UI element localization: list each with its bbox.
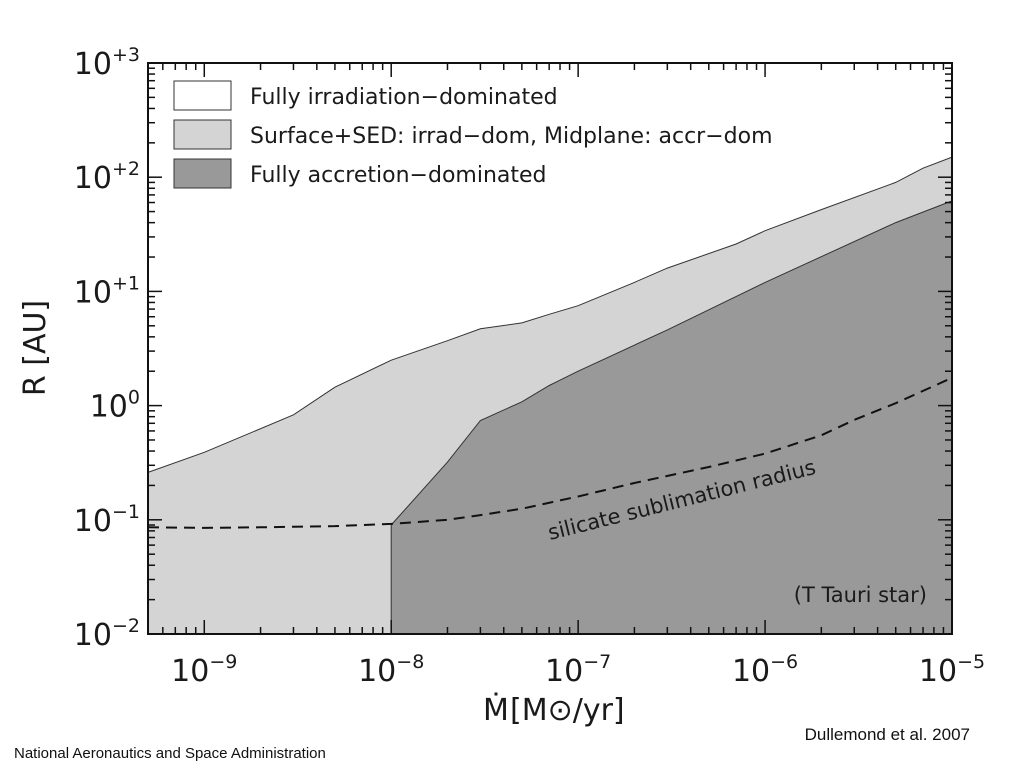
legend-item-fully-accretion-label: Fully accretion−dominated bbox=[250, 163, 547, 188]
x-tick-label: 10−9 bbox=[171, 651, 237, 689]
x-tick-label: 10−5 bbox=[919, 651, 985, 689]
legend-item-fully-irradiation-label: Fully irradiation−dominated bbox=[250, 85, 558, 110]
y-tick-label: 10−1 bbox=[74, 501, 140, 539]
x-axis-title-unit: [M⊙/yr] bbox=[510, 693, 625, 728]
y-tick-label: 10+1 bbox=[74, 272, 140, 310]
x-axis-title-symbol: Ṁ bbox=[483, 692, 509, 728]
y-axis-title: R [AU] bbox=[18, 300, 53, 396]
y-tick-label: 10+3 bbox=[74, 44, 140, 82]
legend-item-surface-sed-swatch bbox=[173, 119, 232, 150]
legend-item-fully-irradiation-swatch bbox=[173, 80, 232, 111]
annotation-t-tauri: (T Tauri star) bbox=[794, 583, 927, 607]
agency-footer: National Aeronautics and Space Administr… bbox=[14, 745, 326, 762]
legend: Fully irradiation−dominated Surface+SED: … bbox=[173, 80, 773, 189]
legend-item-surface-sed-label: Surface+SED: irrad−dom, Midplane: accr−d… bbox=[250, 124, 773, 149]
silicate-sublimation-line bbox=[147, 376, 953, 529]
x-tick-label: 10−8 bbox=[358, 651, 424, 689]
y-tick-label: 10−2 bbox=[74, 615, 140, 653]
legend-item-fully-accretion-swatch bbox=[173, 158, 232, 189]
y-tick-label: 100 bbox=[90, 387, 140, 425]
x-tick-label: 10−7 bbox=[545, 651, 611, 689]
axis-ticks bbox=[147, 62, 953, 635]
chart-areas bbox=[147, 156, 953, 635]
x-tick-label: 10−6 bbox=[732, 651, 798, 689]
plot-frame bbox=[147, 62, 953, 635]
y-tick-label: 10+2 bbox=[74, 158, 140, 196]
citation-credit: Dullemond et al. 2007 bbox=[804, 725, 970, 744]
